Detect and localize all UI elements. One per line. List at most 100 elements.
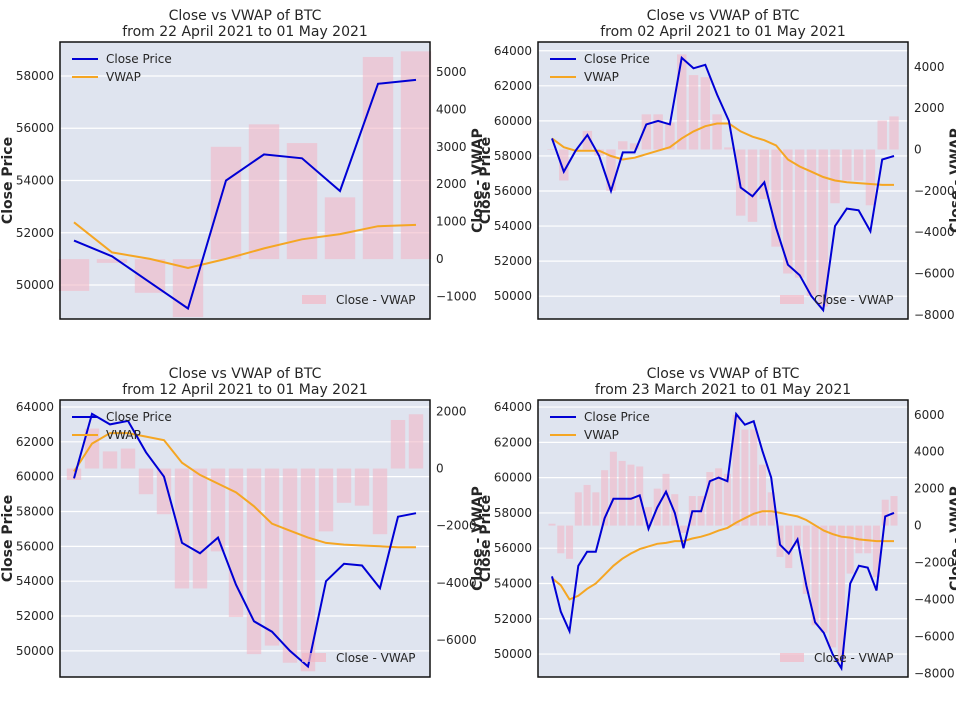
diff-bar: [706, 472, 714, 526]
y2-tick-label: −2000: [436, 519, 477, 533]
diff-bar: [246, 468, 262, 655]
diff-bar: [582, 130, 593, 150]
close-price-line: [73, 78, 417, 311]
diff-bar: [138, 468, 154, 495]
y2-tick-label: 2000: [914, 482, 945, 496]
plot-frame: [537, 41, 909, 320]
plot-frame: [537, 399, 909, 678]
diff-bar: [665, 122, 675, 150]
vwap-line: [73, 221, 417, 270]
chart-title-line1: Close vs VWAP of BTC: [169, 8, 322, 24]
diff-bar: [606, 149, 616, 191]
y2-tick-label: −6000: [914, 267, 955, 281]
diff-bar: [802, 525, 810, 594]
diff-bar: [390, 419, 406, 469]
diff-bar: [829, 525, 837, 648]
diff-bar: [820, 525, 828, 633]
diff-bar: [408, 414, 424, 469]
legend-bars-label: Close - VWAP: [336, 651, 416, 665]
legend-bars-label: Close - VWAP: [814, 651, 894, 665]
diff-bar: [583, 484, 591, 526]
diff-bar: [723, 473, 731, 526]
chart-title-line2: from 23 March 2021 to 01 May 2021: [595, 382, 851, 398]
diff-bar: [559, 149, 569, 181]
diff-bar: [120, 448, 136, 469]
diff-bar: [96, 259, 128, 263]
diff-bar: [750, 429, 758, 526]
y2-tick-label: 0: [914, 519, 922, 533]
diff-bar: [680, 525, 688, 533]
y-tick-label: 58000: [494, 149, 532, 163]
diff-bar: [644, 507, 652, 526]
diff-bar: [732, 414, 740, 526]
diff-bar: [228, 468, 244, 618]
diff-bar: [84, 428, 100, 469]
y-tick-label: 50000: [494, 289, 532, 303]
diff-bar: [300, 468, 316, 672]
y-tick-label: 60000: [16, 470, 54, 484]
vwap-line: [551, 122, 894, 186]
y2-tick-label: −8000: [914, 308, 955, 322]
y2-axis-label: Close - VWAP: [470, 128, 486, 233]
y2-tick-label: 1000: [436, 215, 467, 229]
diff-bar: [783, 149, 793, 274]
y2-tick-label: 4000: [914, 60, 945, 74]
legend-close-label: Close Price: [106, 410, 172, 424]
diff-bar: [248, 124, 280, 260]
diff-bar: [700, 77, 711, 150]
legend-close-label: Close Price: [106, 52, 172, 66]
vwap-line: [551, 510, 894, 601]
legend-vwap-label: VWAP: [584, 428, 619, 442]
legend-close-label: Close Price: [584, 410, 650, 424]
legend-bars-label: Close - VWAP: [814, 293, 894, 307]
y2-tick-label: 0: [436, 462, 444, 476]
y-tick-label: 50000: [16, 278, 54, 292]
y-tick-label: 54000: [16, 174, 54, 188]
diff-bar: [324, 197, 356, 260]
y2-axis-label: Close - VWAP: [948, 128, 956, 233]
y-tick-label: 56000: [494, 184, 532, 198]
diff-bar: [547, 149, 557, 150]
diff-bar: [400, 51, 432, 260]
legend-vwap-label: VWAP: [106, 70, 141, 84]
diff-bar: [264, 468, 280, 646]
diff-bar: [811, 525, 819, 626]
y-tick-label: 60000: [494, 471, 532, 485]
y2-tick-label: −6000: [914, 629, 955, 643]
legend-vwap-label: VWAP: [106, 428, 141, 442]
diff-bar: [662, 473, 670, 526]
vwap-line: [73, 432, 416, 549]
y2-tick-label: 2000: [436, 404, 467, 418]
y-tick-label: 52000: [494, 612, 532, 626]
y2-tick-label: 5000: [436, 65, 467, 79]
y-tick-label: 50000: [16, 644, 54, 658]
y-tick-label: 56000: [16, 539, 54, 553]
diff-bar: [771, 149, 781, 247]
diff-bar: [671, 494, 679, 526]
diff-bar: [609, 451, 617, 526]
diff-bar: [806, 149, 817, 297]
diff-bar: [688, 75, 699, 150]
y-tick-label: 62000: [494, 79, 532, 93]
diff-bar: [174, 468, 190, 589]
y-tick-label: 64000: [16, 400, 54, 414]
y2-tick-label: 4000: [436, 102, 467, 116]
diff-bar: [354, 468, 370, 506]
diff-bar: [557, 525, 565, 554]
diff-bar: [282, 468, 298, 663]
y2-tick-label: 4000: [914, 445, 945, 459]
diff-bar: [336, 468, 352, 503]
diff-bar: [715, 468, 723, 526]
diff-bar: [156, 468, 172, 515]
y2-tick-label: −2000: [914, 556, 955, 570]
y2-tick-label: 3000: [436, 140, 467, 154]
diff-bar: [618, 141, 628, 150]
y-tick-label: 64000: [494, 44, 532, 58]
diff-bar: [677, 54, 687, 150]
y2-tick-label: −1000: [436, 290, 477, 304]
diff-bar: [210, 468, 226, 552]
close-price-line: [551, 55, 895, 313]
